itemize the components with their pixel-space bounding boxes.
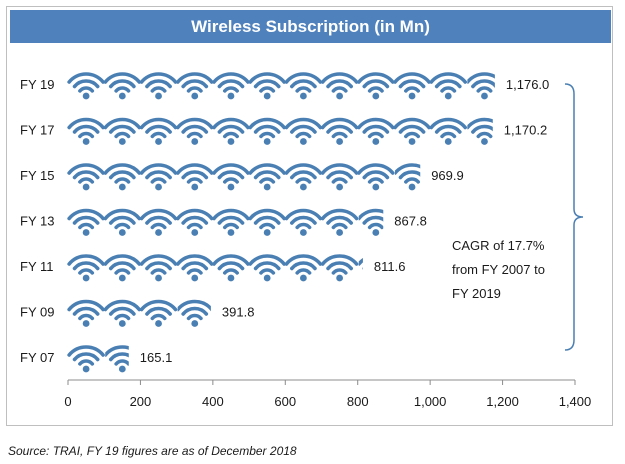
wifi-icon (212, 254, 250, 282)
data-label: 969.9 (431, 168, 464, 183)
wifi-icon (67, 72, 105, 100)
category-label: FY 19 (20, 77, 54, 92)
wifi-icon (212, 208, 250, 236)
cagr-annotation: CAGR of 17.7% from FY 2007 to FY 2019 (452, 238, 545, 301)
wifi-icon (320, 208, 359, 236)
wifi-icon (103, 117, 142, 145)
annotation-line: CAGR of 17.7% (452, 238, 545, 253)
wifi-icon (139, 208, 178, 236)
wifi-icon (176, 72, 214, 100)
wifi-icon (139, 163, 178, 191)
wifi-icon (357, 117, 395, 145)
data-label: 811.6 (374, 259, 406, 274)
bar-row (67, 345, 129, 373)
bar-row (67, 299, 211, 327)
wifi-icon (248, 72, 286, 100)
wifi-icon-partial (394, 163, 421, 191)
x-tick-label: 400 (202, 394, 224, 409)
annotation-line: from FY 2007 to (452, 262, 545, 277)
wifi-icon (67, 117, 105, 145)
wifi-icon (284, 72, 323, 100)
source-note: Source: TRAI, FY 19 figures are as of De… (8, 444, 297, 458)
wifi-icon (320, 72, 359, 100)
wifi-icon (212, 72, 250, 100)
wifi-icon (212, 117, 250, 145)
wifi-icon-partial (358, 258, 363, 270)
wifi-icon-partial (358, 208, 384, 236)
bar-row (67, 163, 421, 191)
wifi-icon-partial (467, 117, 493, 145)
wifi-icon (139, 117, 178, 145)
data-label: 867.8 (394, 214, 427, 229)
wifi-icon (176, 163, 214, 191)
category-label: FY 09 (20, 305, 54, 320)
wifi-icon-partial (467, 72, 495, 100)
data-label: 391.8 (222, 305, 255, 320)
wifi-icon (103, 208, 142, 236)
wifi-icon (139, 72, 178, 100)
data-label: 165.1 (140, 350, 173, 365)
wifi-icon (67, 208, 105, 236)
category-label: FY 11 (20, 259, 53, 274)
wifi-icon (393, 72, 431, 100)
wifi-icon (429, 72, 467, 100)
wifi-icon (248, 254, 286, 282)
wifi-icon (357, 163, 395, 191)
data-label: 1,176.0 (506, 77, 549, 92)
wifi-icon (284, 254, 323, 282)
wifi-icon (357, 72, 395, 100)
bar-row (67, 117, 493, 145)
wifi-icon (284, 208, 323, 236)
x-tick-label: 1,400 (559, 394, 592, 409)
wifi-icon (67, 254, 105, 282)
wifi-icon (320, 163, 359, 191)
wifi-icon (103, 163, 142, 191)
wifi-icon (139, 299, 178, 327)
annotation-line: FY 2019 (452, 286, 501, 301)
wifi-icon (67, 163, 105, 191)
wifi-icon (176, 117, 214, 145)
data-label: 1,170.2 (504, 123, 547, 138)
x-tick-label: 200 (130, 394, 152, 409)
wifi-icon (67, 345, 105, 373)
wifi-icon (248, 163, 286, 191)
x-tick-label: 600 (274, 394, 296, 409)
wifi-icon (103, 299, 142, 327)
x-tick-label: 1,000 (414, 394, 447, 409)
wifi-icon (248, 208, 286, 236)
wifi-icon (67, 299, 105, 327)
wifi-icon (393, 117, 431, 145)
x-tick-label: 1,200 (486, 394, 519, 409)
wifi-icon (429, 117, 467, 145)
wifi-icon-partial (177, 299, 211, 327)
bar-row (67, 254, 363, 282)
wifi-icon (103, 254, 142, 282)
wifi-icon-partial (105, 345, 129, 373)
bar-row (67, 72, 495, 100)
category-label: FY 07 (20, 350, 54, 365)
wifi-icon (139, 254, 178, 282)
x-tick-label: 0 (64, 394, 71, 409)
wifi-icon (284, 117, 323, 145)
bar-row (67, 208, 384, 236)
wifi-icon (248, 117, 286, 145)
curly-brace (564, 83, 584, 351)
wifi-icon (320, 117, 359, 145)
category-label: FY 15 (20, 168, 54, 183)
wifi-icon (176, 254, 214, 282)
wifi-icon (212, 163, 250, 191)
category-label: FY 13 (20, 214, 54, 229)
wifi-icon (176, 208, 214, 236)
chart-title: Wireless Subscription (in Mn) (10, 10, 611, 43)
x-tick-label: 800 (347, 394, 369, 409)
category-label: FY 17 (20, 123, 54, 138)
wifi-icon (103, 72, 142, 100)
wifi-icon (284, 163, 323, 191)
wifi-icon (320, 254, 359, 282)
